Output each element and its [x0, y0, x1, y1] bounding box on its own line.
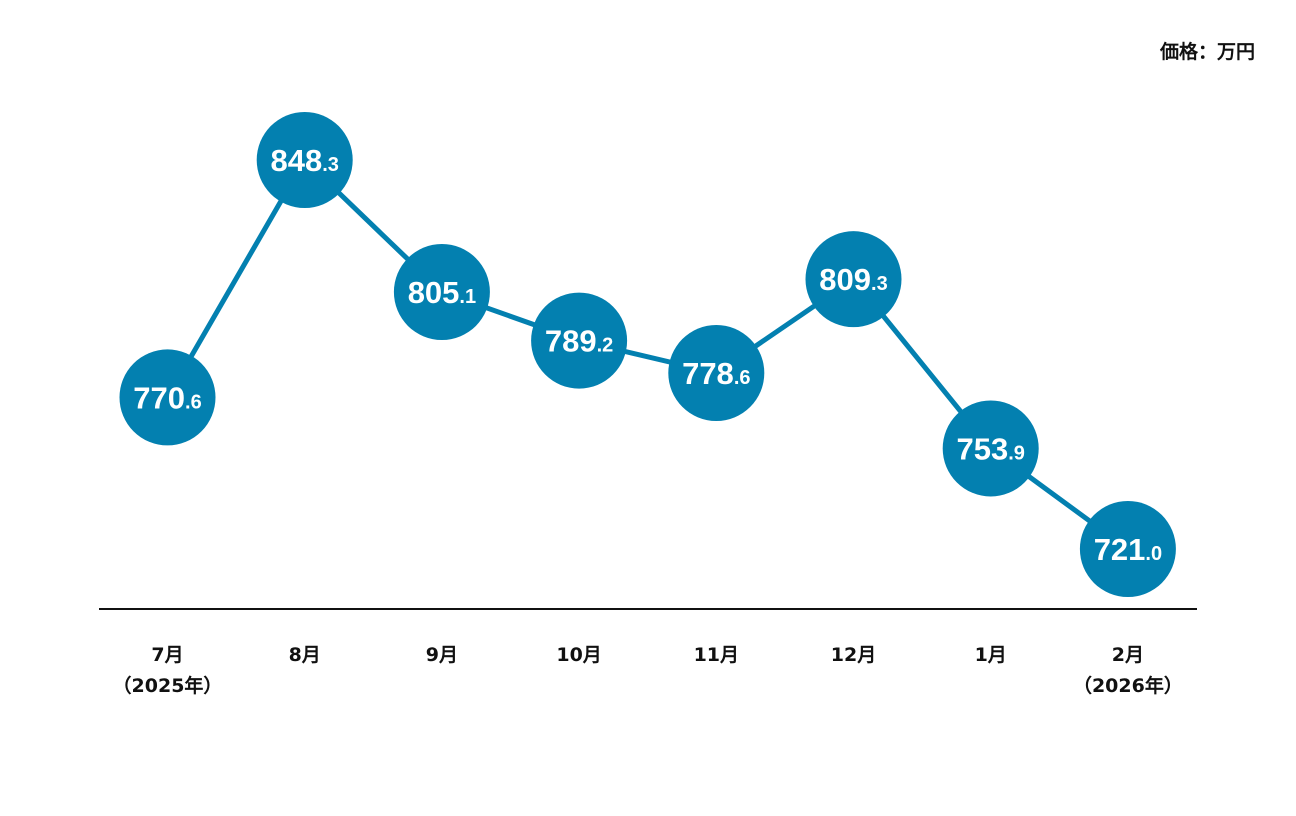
data-point-marker: [393, 244, 490, 341]
x-tick-label: 2月 （2026年）: [1073, 644, 1183, 697]
x-tick-label: 10月: [556, 644, 601, 666]
data-label: 778.6: [682, 356, 750, 391]
data-point: 809.3: [805, 231, 902, 328]
data-label-integer: 770: [133, 380, 185, 415]
x-tick-label: 11月: [694, 644, 739, 666]
data-label: 770.6: [133, 380, 201, 415]
unit-label: 価格：万円: [1159, 40, 1255, 63]
data-label-integer: 805: [408, 275, 460, 310]
data-label-integer: 778: [682, 356, 734, 391]
data-point-marker: [1079, 501, 1176, 597]
x-tick-labels: 7月 （2025年） 8月 9月 10月 11月 12月 1月 2月 （2026年）: [113, 644, 1183, 697]
data-label-decimal: .6: [734, 367, 751, 389]
data-label: 789.2: [545, 324, 613, 359]
x-tick-label-line: 11月: [694, 644, 739, 666]
data-point: 721.0: [1079, 501, 1176, 597]
data-point-marker: [805, 231, 902, 328]
data-label-decimal: .0: [1145, 543, 1162, 565]
data-point: 778.6: [668, 324, 765, 421]
data-label: 805.1: [408, 275, 476, 310]
data-label-decimal: .3: [871, 273, 888, 295]
data-point-marker: [668, 324, 765, 421]
x-tick-label-line: 7月: [151, 644, 183, 666]
data-label: 809.3: [819, 262, 887, 297]
data-label-decimal: .3: [322, 154, 339, 176]
data-label-integer: 753: [956, 431, 1008, 466]
x-tick-label-line: 12月: [831, 644, 876, 666]
data-point: 848.3: [256, 112, 353, 208]
data-point: 789.2: [531, 292, 628, 389]
data-label: 721.0: [1094, 532, 1162, 567]
data-point: 753.9: [942, 400, 1039, 497]
data-point-marker: [256, 112, 353, 208]
data-label-decimal: .6: [185, 391, 202, 413]
data-point: 805.1: [393, 244, 490, 341]
x-tick-label-line: 10月: [556, 644, 601, 666]
x-tick-label-line: （2025年）: [113, 674, 223, 697]
data-label-integer: 789: [545, 324, 597, 359]
data-label-integer: 848: [270, 143, 322, 178]
x-tick-label: 8月: [289, 644, 321, 666]
data-label: 753.9: [956, 431, 1024, 466]
x-tick-label-line: （2026年）: [1073, 674, 1183, 697]
data-label-decimal: .9: [1008, 442, 1025, 464]
data-label-decimal: .2: [597, 335, 614, 357]
x-tick-label: 9月: [426, 644, 458, 666]
x-tick-label-line: 8月: [289, 644, 321, 666]
data-label: 848.3: [270, 143, 338, 178]
data-point: 770.6: [119, 349, 216, 446]
data-label-integer: 721: [1094, 532, 1146, 567]
x-tick-label-line: 9月: [426, 644, 458, 666]
data-point-marker: [531, 292, 628, 389]
x-tick-label: 7月 （2025年）: [113, 644, 223, 697]
data-label-integer: 809: [819, 262, 871, 297]
data-label-decimal: .1: [459, 286, 476, 308]
x-tick-label: 12月: [831, 644, 876, 666]
x-tick-label: 1月: [975, 644, 1007, 666]
data-point-marker: [119, 349, 216, 446]
data-point-marker: [942, 400, 1039, 497]
x-tick-label-line: 1月: [975, 644, 1007, 666]
x-tick-label-line: 2月: [1112, 644, 1144, 666]
